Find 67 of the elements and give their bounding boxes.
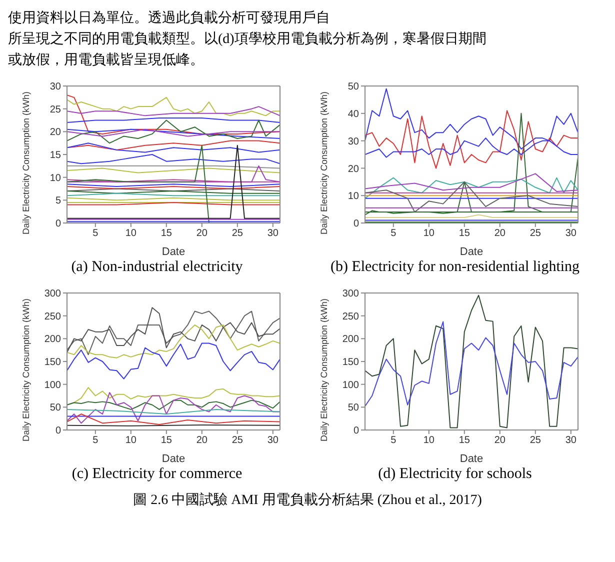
y-tick-label: 250 <box>44 311 62 322</box>
y-axis-title: Daily Electricity Consumption (kWh) <box>317 77 331 257</box>
y-tick-label: 50 <box>50 402 62 414</box>
y-tick-label: 25 <box>50 104 62 116</box>
x-tick-label: 15 <box>160 435 172 446</box>
x-tick-label: 5 <box>92 228 99 240</box>
x-tick-label: 25 <box>232 435 244 446</box>
x-tick-label: 30 <box>565 435 577 446</box>
y-tick-label: 0 <box>353 426 360 437</box>
text: 或放假，用電負載皆呈現低峰。 <box>8 52 205 70</box>
y-tick-label: 300 <box>44 288 62 300</box>
x-tick-label: 10 <box>423 228 435 240</box>
x-tick-label: 30 <box>267 228 279 240</box>
x-axis-title: Date <box>460 453 484 465</box>
y-tick-label: 200 <box>342 334 360 346</box>
y-tick-label: 10 <box>50 172 62 184</box>
x-tick-label: 15 <box>160 228 172 240</box>
x-axis-title: Date <box>162 453 186 465</box>
text: 所呈現之不同的用電負載類型。以(d)項學校用電負載分析為例，寒暑假日期間 <box>8 30 488 49</box>
y-tick-label: 20 <box>348 164 360 175</box>
x-tick-label: 10 <box>423 435 435 446</box>
y-tick-label: 40 <box>348 108 360 120</box>
x-tick-label: 25 <box>530 228 542 240</box>
x-tick-label: 10 <box>125 435 137 446</box>
x-tick-label: 15 <box>458 228 470 240</box>
y-tick-label: 20 <box>50 127 62 138</box>
y-axis-title: Daily Electricity Consumption (kWh) <box>19 284 33 464</box>
x-tick-label: 25 <box>530 435 542 446</box>
x-tick-label: 20 <box>494 228 506 240</box>
y-tick-label: 30 <box>50 82 62 93</box>
text: (d) Electricity for schools <box>378 466 532 483</box>
y-tick-label: 100 <box>342 380 360 391</box>
y-tick-label: 300 <box>342 288 360 300</box>
x-tick-label: 20 <box>196 435 208 446</box>
y-tick-label: 250 <box>342 311 360 322</box>
x-tick-label: 5 <box>92 435 99 446</box>
x-tick-label: 20 <box>494 435 506 446</box>
y-tick-label: 50 <box>348 402 360 414</box>
y-tick-label: 0 <box>55 218 62 230</box>
x-tick-label: 5 <box>390 228 397 240</box>
y-tick-label: 10 <box>348 191 360 202</box>
text: (b) Electricity for non-residential lighting <box>330 259 580 276</box>
x-tick-label: 20 <box>196 228 208 240</box>
y-axis-title: Daily Electricity Consumption (kWh) <box>19 77 33 257</box>
y-axis-title: Daily Electricity Consumption (kWh) <box>317 284 331 464</box>
x-axis-title: Date <box>162 246 186 258</box>
caption: 圖 2.6 中國試驗 AMI 用電負載分析結果 (Zhou et al., 2017) <box>132 492 483 509</box>
y-tick-label: 30 <box>348 136 360 148</box>
x-tick-label: 5 <box>390 435 397 446</box>
y-tick-label: 150 <box>44 357 62 368</box>
y-tick-label: 0 <box>55 426 62 437</box>
x-tick-label: 10 <box>125 228 137 240</box>
y-tick-label: 100 <box>44 380 62 391</box>
y-tick-label: 150 <box>342 357 360 368</box>
text: (a) Non-industrial electricity <box>71 259 243 276</box>
y-tick-label: 0 <box>353 218 360 230</box>
x-axis-title: Date <box>460 246 484 258</box>
y-tick-label: 200 <box>44 334 62 346</box>
text: (c) Electricity for commerce <box>72 466 242 483</box>
y-tick-label: 5 <box>55 196 62 207</box>
x-tick-label: 15 <box>458 435 470 446</box>
x-tick-label: 30 <box>565 228 577 240</box>
y-tick-label: 50 <box>348 82 360 93</box>
text: 使用資料以日為單位。透過此負載分析可發現用戶自 <box>8 10 331 28</box>
y-tick-label: 15 <box>50 150 62 162</box>
x-tick-label: 30 <box>267 435 279 446</box>
x-tick-label: 25 <box>232 228 244 240</box>
